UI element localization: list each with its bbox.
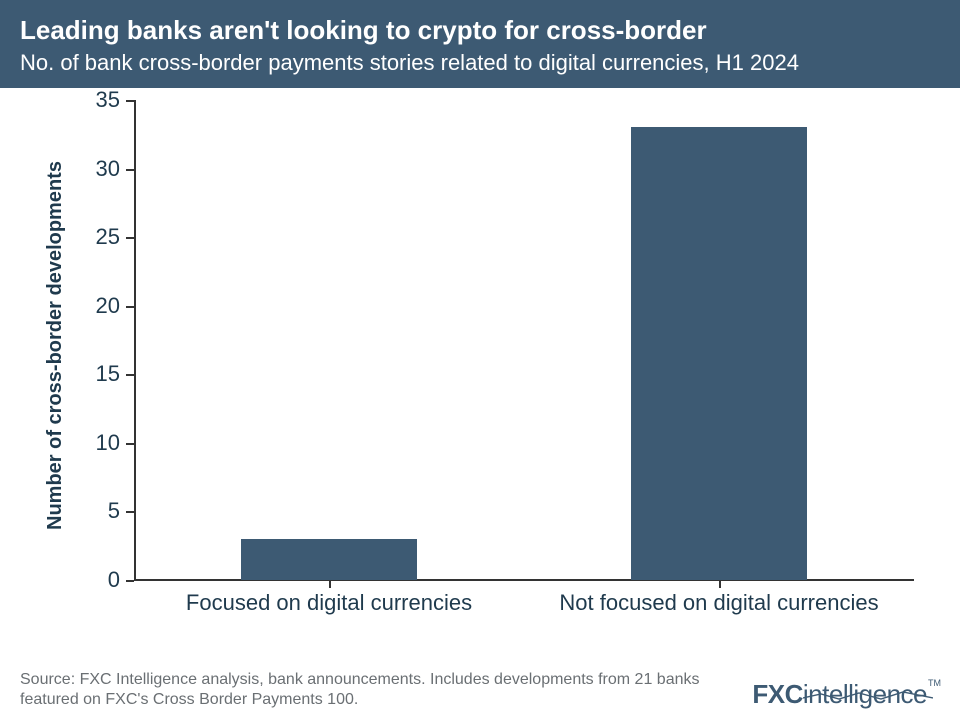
y-axis-label: Number of cross-border developments — [44, 161, 67, 530]
chart-header: Leading banks aren't looking to crypto f… — [0, 0, 960, 88]
y-tick-mark — [126, 580, 134, 582]
x-tick-label: Focused on digital currencies — [134, 590, 524, 616]
logo-trademark: TM — [928, 678, 941, 688]
chart-area: Number of cross-border developments 0 5 10… — [0, 88, 960, 664]
y-tick-mark — [126, 100, 134, 102]
y-tick-mark — [126, 511, 134, 513]
y-tick-label: 30 — [80, 156, 120, 182]
y-tick-mark — [126, 443, 134, 445]
logo-squiggle-icon — [803, 691, 933, 701]
x-tick-mark — [719, 580, 721, 588]
bar — [631, 127, 807, 580]
chart-subtitle: No. of bank cross-border payments storie… — [20, 49, 940, 77]
y-tick-mark — [126, 306, 134, 308]
y-axis-line — [134, 100, 136, 580]
y-tick-label: 10 — [80, 430, 120, 456]
chart-title: Leading banks aren't looking to crypto f… — [20, 14, 940, 47]
y-tick-label: 15 — [80, 361, 120, 387]
plot-area — [134, 100, 914, 580]
logo-light: intelligence — [803, 679, 927, 710]
y-tick-mark — [126, 169, 134, 171]
chart-card: Leading banks aren't looking to crypto f… — [0, 0, 960, 720]
chart-footer: Source: FXC Intelligence analysis, bank … — [0, 664, 960, 720]
logo-bold: FXC — [752, 679, 803, 710]
y-tick-mark — [126, 374, 134, 376]
source-text: Source: FXC Intelligence analysis, bank … — [20, 670, 740, 710]
y-tick-mark — [126, 237, 134, 239]
y-tick-label: 20 — [80, 293, 120, 319]
y-tick-label: 0 — [80, 567, 120, 593]
bar — [241, 539, 417, 580]
brand-logo: FXC intelligence TM — [752, 679, 940, 710]
y-tick-label: 5 — [80, 498, 120, 524]
x-tick-label: Not focused on digital currencies — [524, 590, 914, 616]
x-tick-mark — [329, 580, 331, 588]
y-tick-label: 35 — [80, 87, 120, 113]
y-tick-label: 25 — [80, 224, 120, 250]
